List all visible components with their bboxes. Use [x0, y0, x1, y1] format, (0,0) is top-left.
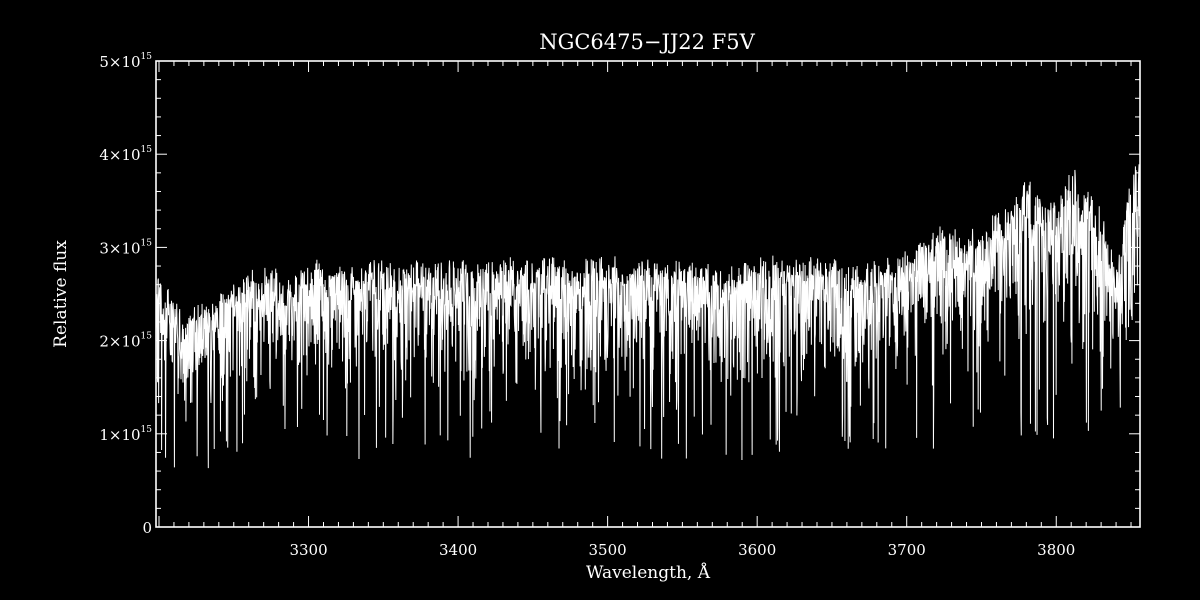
- x-tick-label: 3700: [888, 541, 926, 559]
- y-tick-exponent: 15: [141, 145, 153, 155]
- y-tick-mantissa: 4×10: [99, 146, 140, 164]
- y-axis-label: Relative flux: [51, 240, 71, 348]
- plot-frame: [155, 60, 1141, 528]
- x-tick-label: 3600: [738, 541, 776, 559]
- y-tick-mantissa: 0: [142, 519, 152, 537]
- x-tick-label: 3400: [439, 541, 477, 559]
- spectrum-data: [155, 164, 1140, 469]
- y-tick-label: 0: [142, 519, 152, 537]
- y-tick-mantissa: 1×10: [99, 426, 140, 444]
- x-tick-label: 3500: [589, 541, 627, 559]
- y-tick-exponent: 15: [141, 52, 153, 62]
- x-tick-label: 3800: [1037, 541, 1075, 559]
- y-tick-label: 3×1015: [99, 238, 152, 257]
- x-axis-label: Wavelength, Å: [586, 562, 711, 583]
- x-tick-label: 3300: [289, 541, 327, 559]
- spectrum-line: [155, 164, 1140, 469]
- y-tick-mantissa: 3×10: [99, 239, 140, 257]
- axes-frame: [155, 60, 1141, 528]
- y-tick-mantissa: 5×10: [99, 53, 140, 71]
- y-tick-exponent: 15: [141, 238, 153, 248]
- chart-title: NGC6475−JJ22 F5V: [539, 30, 755, 54]
- y-tick-mantissa: 2×10: [99, 333, 140, 351]
- x-tick-labels: 3300 3400 3500 3600 3700 3800: [289, 541, 1075, 559]
- y-tick-exponent: 15: [141, 425, 153, 435]
- y-tick-label: 1×1015: [99, 425, 152, 444]
- y-tick-exponent: 15: [141, 332, 153, 342]
- y-tick-label: 5×1015: [99, 52, 152, 71]
- y-tick-label: 2×1015: [99, 332, 152, 351]
- y-tick-label: 4×1015: [99, 145, 152, 164]
